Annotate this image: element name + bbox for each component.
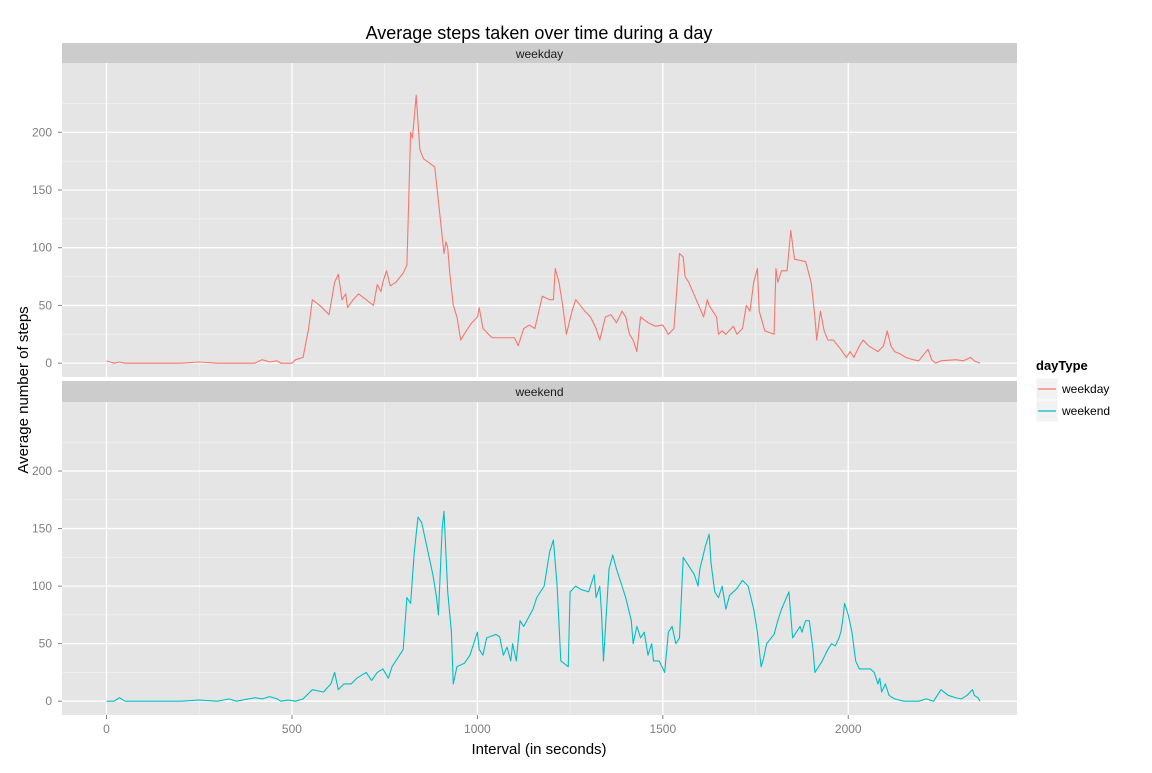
panel-weekday: weekday 0 50 100 150 200 [32, 43, 1017, 377]
y-tick-label: 150 [32, 522, 52, 536]
y-tick-label: 200 [32, 464, 52, 478]
y-tick-label: 0 [45, 356, 52, 370]
facet-strip [62, 381, 1017, 402]
gridlines [62, 402, 1017, 715]
y-tick-label: 50 [39, 637, 53, 651]
legend: dayType weekday weekend [1035, 358, 1110, 423]
legend-item-weekday: weekday [1035, 377, 1109, 401]
x-tick-label: 2000 [835, 722, 862, 736]
y-tick-label: 50 [39, 298, 53, 312]
y-axis-weekday: 0 50 100 150 200 [32, 125, 62, 370]
plot-background [62, 402, 1017, 715]
y-axis-weekend: 0 50 100 150 200 [32, 464, 62, 708]
x-tick-label: 0 [103, 722, 110, 736]
legend-items: weekday weekend [1035, 377, 1110, 423]
legend-label: weekday [1061, 382, 1109, 396]
facet-strip [62, 43, 1017, 63]
legend-label: weekend [1061, 404, 1110, 418]
y-tick-label: 150 [32, 183, 52, 197]
y-tick-label: 100 [32, 579, 52, 593]
legend-item-weekend: weekend [1035, 399, 1110, 423]
gridlines [62, 63, 1017, 377]
x-tick-label: 1500 [649, 722, 676, 736]
x-axis: 0 500 1000 1500 2000 [103, 715, 862, 736]
x-tick-label: 1000 [464, 722, 491, 736]
y-axis-title: Average number of steps [15, 306, 32, 473]
facet-strip-label: weekday [515, 47, 563, 61]
y-tick-label: 100 [32, 241, 52, 255]
series-line-weekend [106, 510, 981, 702]
panel-weekend: weekend 0 50 100 150 200 [32, 381, 1017, 715]
x-tick-label: 500 [282, 722, 302, 736]
y-tick-label: 0 [45, 694, 52, 708]
x-axis-title: Interval (in seconds) [471, 741, 606, 758]
facet-strip-label: weekend [514, 385, 563, 399]
panels: weekday 0 50 100 150 200 weekend 0 50 100 150 200 [32, 43, 1017, 715]
plot-background [62, 63, 1017, 377]
y-tick-label: 200 [32, 125, 52, 139]
chart-title: Average steps taken over time during a d… [366, 23, 713, 43]
legend-title: dayType [1036, 358, 1088, 373]
series-line-weekday [106, 94, 981, 364]
